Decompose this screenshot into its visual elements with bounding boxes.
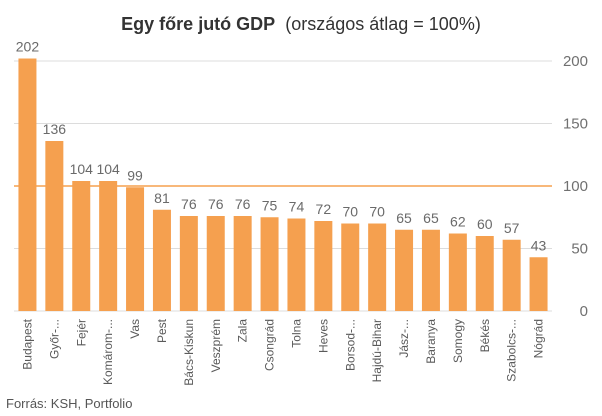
value-label: 76 bbox=[208, 196, 224, 212]
source-note: Forrás: KSH, Portfolio bbox=[6, 396, 133, 411]
category-label: Somogy bbox=[451, 319, 465, 363]
y-tick-label: 100 bbox=[563, 178, 588, 195]
value-label: 99 bbox=[127, 167, 143, 183]
value-label: 43 bbox=[531, 237, 547, 253]
bar bbox=[45, 141, 64, 311]
category-label: Hajdú-Bihar bbox=[370, 319, 384, 382]
category-label: Nógrád bbox=[532, 319, 546, 358]
category-label: Veszprém bbox=[209, 319, 223, 372]
value-labels: 202 136 104 104 99 81 76 76 76 75 74 72 70 70 65 65 62 60… bbox=[16, 39, 547, 254]
value-label: 136 bbox=[43, 121, 67, 137]
category-label: Zala bbox=[236, 319, 250, 343]
bar bbox=[233, 216, 252, 311]
value-label: 104 bbox=[96, 161, 120, 177]
bar bbox=[260, 217, 279, 311]
y-tick-label: 0 bbox=[580, 303, 588, 320]
bar bbox=[72, 181, 91, 311]
category-label: Vas bbox=[128, 319, 142, 339]
value-label: 74 bbox=[289, 199, 305, 215]
y-axis-ticks: 0 50 100 150 200 bbox=[563, 53, 588, 320]
y-tick-label: 200 bbox=[563, 53, 588, 70]
category-label: Fejér bbox=[74, 319, 88, 346]
bar bbox=[421, 229, 440, 311]
chart-title-bold: Egy főre jutó GDP bbox=[121, 14, 275, 34]
y-tick-label: 150 bbox=[563, 116, 588, 133]
category-label: Tolna bbox=[289, 319, 303, 348]
bar bbox=[179, 216, 198, 311]
value-label: 70 bbox=[369, 204, 385, 220]
bars bbox=[18, 58, 548, 311]
value-label: 57 bbox=[504, 220, 520, 236]
value-label: 75 bbox=[262, 197, 278, 213]
category-label: Győr-... bbox=[47, 319, 61, 359]
value-label: 202 bbox=[16, 39, 40, 55]
bar bbox=[314, 221, 333, 311]
category-label: Jász-... bbox=[397, 319, 411, 358]
bar bbox=[475, 236, 494, 311]
value-label: 76 bbox=[235, 196, 251, 212]
bar bbox=[99, 181, 118, 311]
value-label: 62 bbox=[450, 214, 466, 230]
bar bbox=[395, 229, 414, 311]
category-labels: Budapest Győr-... Fejér Komárom-... Vas Pest B… bbox=[20, 318, 545, 385]
bar bbox=[126, 187, 145, 311]
category-label: Baranya bbox=[424, 319, 438, 364]
bar bbox=[341, 223, 360, 311]
value-label: 104 bbox=[70, 161, 94, 177]
category-label: Szabolcs-... bbox=[505, 319, 519, 382]
category-label: Bács-Kiskun bbox=[182, 319, 196, 386]
bar bbox=[368, 223, 387, 311]
category-label: Budapest bbox=[20, 318, 34, 369]
bar bbox=[18, 58, 37, 311]
bar bbox=[206, 216, 225, 311]
value-label: 65 bbox=[396, 210, 412, 226]
value-label: 65 bbox=[423, 210, 439, 226]
category-label: Komárom-... bbox=[101, 319, 115, 385]
value-label: 70 bbox=[342, 204, 358, 220]
category-label: Heves bbox=[316, 319, 330, 353]
category-label: Pest bbox=[155, 318, 169, 343]
value-label: 72 bbox=[316, 201, 332, 217]
chart-title-rest: (országos átlag = 100%) bbox=[285, 14, 481, 34]
category-label: Borsod-... bbox=[343, 319, 357, 371]
value-label: 81 bbox=[154, 190, 170, 206]
bar bbox=[529, 257, 548, 311]
chart-title: Egy főre jutó GDP (országos átlag = 100%… bbox=[121, 14, 481, 34]
y-tick-label: 50 bbox=[571, 241, 588, 258]
bar bbox=[287, 218, 306, 311]
value-label: 60 bbox=[477, 216, 493, 232]
category-label: Békés bbox=[478, 319, 492, 352]
bar bbox=[502, 239, 521, 311]
category-label: Csongrád bbox=[263, 319, 277, 371]
bar bbox=[152, 209, 171, 311]
value-label: 76 bbox=[181, 196, 197, 212]
bar bbox=[448, 233, 467, 311]
